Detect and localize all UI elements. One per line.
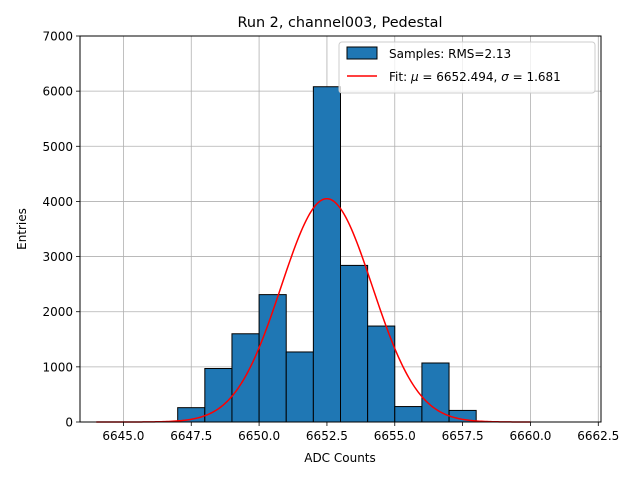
histogram-bar (231, 333, 260, 423)
legend-fit-sigma-value: = 1.681 (509, 70, 561, 84)
x-tick-label: 6647.5 (170, 429, 212, 443)
legend-box (338, 41, 596, 94)
x-tick-label: 6655.0 (374, 429, 416, 443)
x-tick-label: 6650.0 (238, 429, 280, 443)
y-tick-label: 7000 (42, 30, 73, 44)
legend-fit-mu-symbol: μ (410, 70, 419, 84)
y-tick-label: 6000 (42, 85, 73, 99)
histogram-bar (312, 86, 342, 423)
legend-histogram-label: Samples: RMS=2.13 (389, 47, 511, 61)
legend-fit-mu-value: = 6652.494, (419, 70, 502, 84)
chart-title: Run 2, channel003, Pedestal (238, 15, 443, 31)
plot-frame (79, 35, 602, 423)
y-tick-label: 5000 (42, 140, 73, 154)
histogram-bar (258, 294, 287, 423)
y-tick-label: 4000 (42, 195, 73, 209)
histogram-bar (367, 325, 396, 423)
y-tick-label: 3000 (42, 250, 73, 264)
x-tick-label: 6657.5 (442, 429, 484, 443)
legend-fit-label: Fit: μ = 6652.494, σ = 1.681 (389, 70, 561, 84)
x-axis-label: ADC Counts (304, 451, 376, 465)
y-tick-label: 1000 (42, 360, 73, 374)
legend: Samples: RMS=2.13 Fit: μ = 6652.494, σ =… (338, 41, 596, 94)
legend-fit-prefix: Fit: (389, 70, 411, 84)
histogram-bar (421, 362, 450, 423)
x-tick-label: 6660.0 (509, 429, 551, 443)
x-axis-ticks: 6645.0 6647.5 6650.0 6652.5 6655.0 6657.5 6660… (102, 422, 619, 443)
fit-curve (96, 197, 531, 423)
y-tick-label: 0 (65, 416, 73, 430)
x-tick-label: 6662.5 (577, 429, 619, 443)
y-axis-label: Entries (15, 208, 29, 250)
x-tick-label: 6652.5 (306, 429, 348, 443)
legend-fit-sigma-symbol: σ (501, 70, 509, 84)
y-axis-ticks: 0 1000 2000 3000 4000 5000 6000 7000 (42, 30, 80, 430)
histogram-bar (340, 264, 369, 423)
legend-histogram-swatch (346, 46, 378, 60)
histogram-bar (394, 406, 423, 423)
histogram-bar (285, 351, 314, 423)
y-tick-label: 2000 (42, 305, 73, 319)
x-tick-label: 6645.0 (102, 429, 144, 443)
